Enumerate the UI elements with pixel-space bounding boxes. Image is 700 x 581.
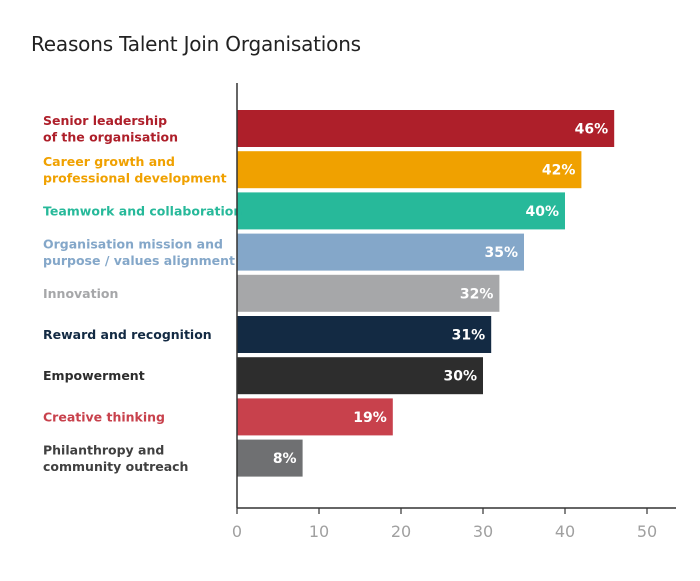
bar-value-label: 30% xyxy=(443,369,477,385)
category-label: Philanthropy and community outreach xyxy=(43,442,188,474)
bar xyxy=(237,192,565,230)
category-label: Creative thinking xyxy=(43,409,165,424)
x-tick-label: 0 xyxy=(232,522,242,541)
category-label: Organisation mission and purpose / values… xyxy=(43,236,235,268)
bar xyxy=(237,398,393,436)
bar xyxy=(237,233,524,271)
bars-group: 46% Senior leadership of the organisation 4… xyxy=(43,110,615,477)
category-label: Senior leadership of the organisation xyxy=(43,113,178,145)
bar-value-label: 31% xyxy=(452,328,486,344)
bar xyxy=(237,316,492,353)
bar-value-label: 46% xyxy=(575,122,609,138)
category-label: Empowerment xyxy=(43,368,145,383)
category-label: Reward and recognition xyxy=(43,327,212,342)
bar xyxy=(237,439,303,477)
category-label: Teamwork and collaboration xyxy=(43,203,242,218)
bar-value-label: 35% xyxy=(484,245,518,261)
bar-value-label: 42% xyxy=(542,163,576,179)
bar-value-label: 40% xyxy=(525,204,559,220)
chart-title: Reasons Talent Join Organisations xyxy=(31,32,361,56)
category-label: Career growth and professional developmen… xyxy=(43,154,227,186)
category-label: Innovation xyxy=(43,286,118,301)
x-tick-label: 10 xyxy=(309,522,329,541)
bar-value-label: 8% xyxy=(273,451,297,467)
bar xyxy=(237,151,582,189)
x-tick-label: 30 xyxy=(473,522,493,541)
x-tick-label: 50 xyxy=(637,522,657,541)
x-tick-label: 40 xyxy=(555,522,575,541)
bar-value-label: 19% xyxy=(353,410,387,426)
bar xyxy=(237,357,483,395)
x-tick-label: 20 xyxy=(391,522,411,541)
bar-value-label: 32% xyxy=(460,286,494,302)
bar xyxy=(237,110,615,147)
axes-group: 0 10 20 30 40 50 xyxy=(232,83,676,541)
bar xyxy=(237,274,500,312)
